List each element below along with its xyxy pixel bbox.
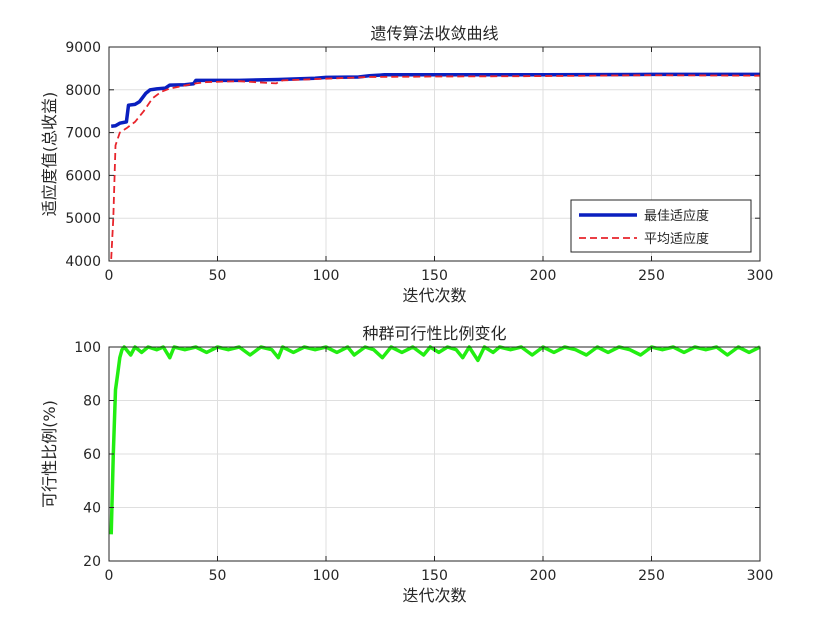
x-tick-label: 150 <box>421 568 448 584</box>
y-tick-label: 7000 <box>65 126 101 142</box>
y-tick-label: 20 <box>83 554 101 570</box>
x-tick-label: 100 <box>313 268 340 284</box>
x-tick-label: 0 <box>105 568 114 584</box>
feasibility-series-layer <box>109 345 761 535</box>
x-tick-label: 150 <box>421 268 448 284</box>
convergence-y-axis-label: 适应度值(总收益) <box>40 92 59 217</box>
y-tick-label: 6000 <box>65 168 101 184</box>
x-tick-label: 100 <box>313 568 340 584</box>
convergence-series-layer <box>110 72 761 259</box>
x-tick-label: 300 <box>747 568 774 584</box>
convergence-legend: 最佳适应度 平均适应度 <box>570 199 752 253</box>
x-tick-label: 200 <box>530 568 557 584</box>
legend-label-average-fitness: 平均适应度 <box>644 231 709 247</box>
feasibility-chart-title: 种群可行性比例变化 <box>362 324 506 343</box>
y-tick-label: 5000 <box>65 211 101 227</box>
feasibility-ticks: 0 50 100 150 200 250 300 20 40 60 80 100 <box>74 340 773 584</box>
feasibility-y-axis-label: 可行性比例(%) <box>40 400 59 508</box>
feasibility-grid <box>109 347 760 561</box>
x-tick-label: 250 <box>638 568 665 584</box>
y-tick-label: 60 <box>83 447 101 463</box>
y-tick-label: 4000 <box>65 254 101 270</box>
x-tick-label: 50 <box>209 268 227 284</box>
y-tick-label: 9000 <box>65 40 101 56</box>
convergence-x-axis-label: 迭代次数 <box>402 286 466 305</box>
convergence-grid <box>109 47 760 261</box>
legend-box <box>570 199 752 253</box>
convergence-chart-title: 遗传算法收敛曲线 <box>370 24 498 43</box>
convergence-chart: 0 50 100 150 200 250 300 4000 5000 6000 7000 8000 90… <box>40 24 773 305</box>
y-tick-label: 100 <box>74 340 101 356</box>
feasibility-x-axis-label: 迭代次数 <box>402 586 466 605</box>
x-tick-label: 200 <box>530 268 557 284</box>
convergence-ticks: 0 50 100 150 200 250 300 4000 5000 6000 7000 8000 90… <box>65 40 773 284</box>
x-tick-label: 300 <box>747 268 774 284</box>
y-tick-label: 80 <box>83 394 101 410</box>
x-tick-label: 250 <box>638 268 665 284</box>
y-tick-label: 8000 <box>65 83 101 99</box>
series-line-0 <box>109 345 761 535</box>
x-tick-label: 0 <box>105 268 114 284</box>
legend-label-best-fitness: 最佳适应度 <box>644 208 709 224</box>
y-tick-label: 40 <box>83 501 101 517</box>
x-tick-label: 50 <box>209 568 227 584</box>
